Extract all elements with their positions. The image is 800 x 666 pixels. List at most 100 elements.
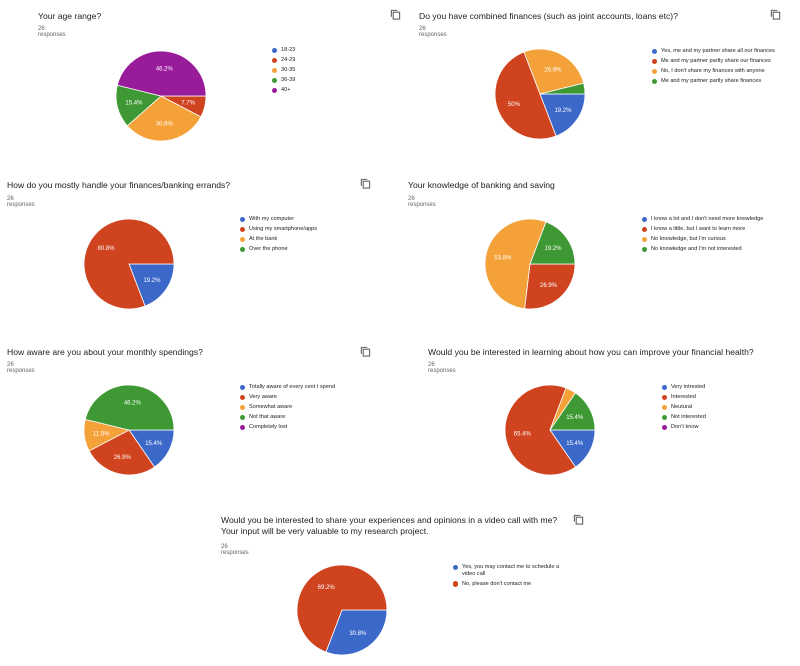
slice-label: 7.7% (181, 101, 195, 107)
chart-legend: 18-23 24-29 30-35 36-39 40+ (272, 47, 372, 97)
chart-title: Would you be interested in learning abou… (428, 347, 754, 357)
legend-swatch (240, 226, 246, 232)
legend-label: Don't know (671, 423, 699, 430)
legend-label: No knowledge and I'm not interested (651, 245, 742, 252)
chart-legend: Totally aware of every cent I spend Very … (240, 384, 360, 434)
legend-label: Yes, you may contact me to schedule a vi… (462, 564, 560, 577)
slice-label: 26.9% (540, 283, 558, 289)
legend-label: 36-39 (281, 76, 296, 83)
legend-swatch (272, 47, 278, 53)
legend-item: No, please don't contact me (453, 581, 573, 588)
legend-label: Yes, me and my partner share all our fin… (661, 48, 775, 54)
legend-swatch (240, 216, 246, 222)
chart-title: How do you mostly handle your finances/b… (7, 180, 231, 190)
pie-chart: 15.4% 65.4% 15.4% (504, 384, 596, 476)
pie-chart: 7.7% 30.8% 15.4% 46.2% (115, 50, 207, 142)
legend-item: Not that aware (240, 414, 360, 421)
legend-item: 36-39 (272, 77, 372, 84)
legend-swatch (240, 414, 246, 420)
pie-slice (529, 221, 576, 265)
legend-swatch (662, 414, 668, 420)
slice-label: 30.8% (156, 122, 174, 128)
legend-item: At the bank (240, 236, 350, 243)
legend-swatch (642, 226, 648, 232)
legend-item: Yes, me and my partner share all our fin… (652, 48, 777, 55)
copy-icon[interactable] (360, 346, 371, 357)
pie-chart: 30.8% 69.2% (296, 564, 388, 656)
slice-label: 26.9% (114, 455, 132, 461)
legend-swatch (642, 236, 648, 242)
pie-chart: 15.4% 26.9% 11.5% 46.2% (83, 384, 175, 476)
legend-item: No, I don't share my finances with anyon… (652, 68, 777, 75)
legend-item: No knowledge, but I'm curious (642, 236, 767, 243)
pie-slice (296, 564, 388, 653)
copy-icon[interactable] (770, 9, 781, 20)
pie-slice (126, 95, 202, 142)
pie-chart: 26.9% 53.8% 19.2% (484, 218, 576, 310)
pie-slice (325, 609, 388, 656)
response-count: 26 responses (221, 544, 249, 556)
legend-item: With my computer (240, 216, 350, 223)
legend-item: Using my smartphone/apps (240, 226, 350, 233)
copy-icon[interactable] (360, 178, 371, 189)
slice-label: 50% (508, 102, 521, 108)
legend-item: Not interested (662, 414, 772, 421)
chart-legend: With my computer Using my smartphone/apps… (240, 216, 350, 256)
legend-item: Yes, you may contact me to schedule a vi… (453, 564, 573, 578)
pie-slice (539, 93, 586, 137)
slice-label: 80.8% (98, 246, 116, 252)
copy-icon[interactable] (390, 9, 401, 20)
legend-label: 30-35 (281, 66, 296, 73)
legend-label: Not that aware (249, 413, 286, 420)
slice-label: 19.2% (554, 108, 572, 114)
legend-label: Interested (671, 393, 696, 400)
pie-slice (523, 48, 585, 95)
slice-label: 15.4% (566, 441, 584, 447)
slice-label: 19.2% (544, 246, 562, 252)
legend-swatch (240, 404, 246, 410)
response-count: 26 responses (7, 362, 35, 374)
legend-item: I know a lot and I don't need more knowl… (642, 216, 767, 223)
slice-label: 15.4% (125, 101, 143, 107)
legend-label: At the bank (249, 235, 278, 242)
pie-slice (84, 384, 175, 431)
legend-label: Very intrested (671, 384, 706, 390)
legend-label: I know a little, but I want to learn mor… (651, 225, 746, 232)
copy-icon[interactable] (573, 514, 584, 525)
legend-swatch (453, 581, 459, 587)
legend-swatch (662, 424, 668, 430)
legend-item: Totally aware of every cent I spend (240, 384, 360, 391)
legend-label: No, I don't share my finances with anyon… (661, 67, 765, 74)
legend-item: Over the phone (240, 246, 350, 253)
legend-item: 40+ (272, 87, 372, 94)
pie-slice (116, 50, 207, 97)
response-count: 26 responses (38, 26, 66, 38)
legend-item: 18-23 (272, 47, 372, 54)
legend-swatch (240, 384, 246, 390)
legend-item: Don't know (662, 424, 772, 431)
legend-label: Neutural (671, 403, 693, 410)
legend-swatch (240, 246, 246, 252)
legend-swatch (240, 424, 246, 430)
pie-slice (484, 218, 547, 310)
legend-swatch (652, 48, 658, 54)
legend-item: Completely lost (240, 424, 360, 431)
legend-swatch (272, 57, 278, 63)
slice-label: 19.2% (143, 278, 161, 284)
legend-label: Using my smartphone/apps (249, 225, 318, 232)
legend-label: 18-23 (281, 47, 296, 53)
chart-title: How aware are you about your monthly spe… (7, 347, 203, 357)
legend-item: Interested (662, 394, 772, 401)
legend-label: Me and my partner partly share finances (661, 77, 762, 84)
legend-swatch (662, 404, 668, 410)
legend-swatch (272, 77, 278, 83)
legend-swatch (272, 87, 278, 93)
legend-item: Neutural (662, 404, 772, 411)
slice-label: 30.8% (349, 631, 367, 637)
legend-label: With my computer (249, 216, 295, 222)
legend-swatch (642, 246, 648, 252)
pie-slice (128, 263, 175, 307)
legend-item: Me and my partner partly share our finan… (652, 58, 777, 65)
chart-title: Do you have combined finances (such as j… (419, 11, 678, 21)
legend-label: No, please don't contact me (462, 580, 532, 587)
